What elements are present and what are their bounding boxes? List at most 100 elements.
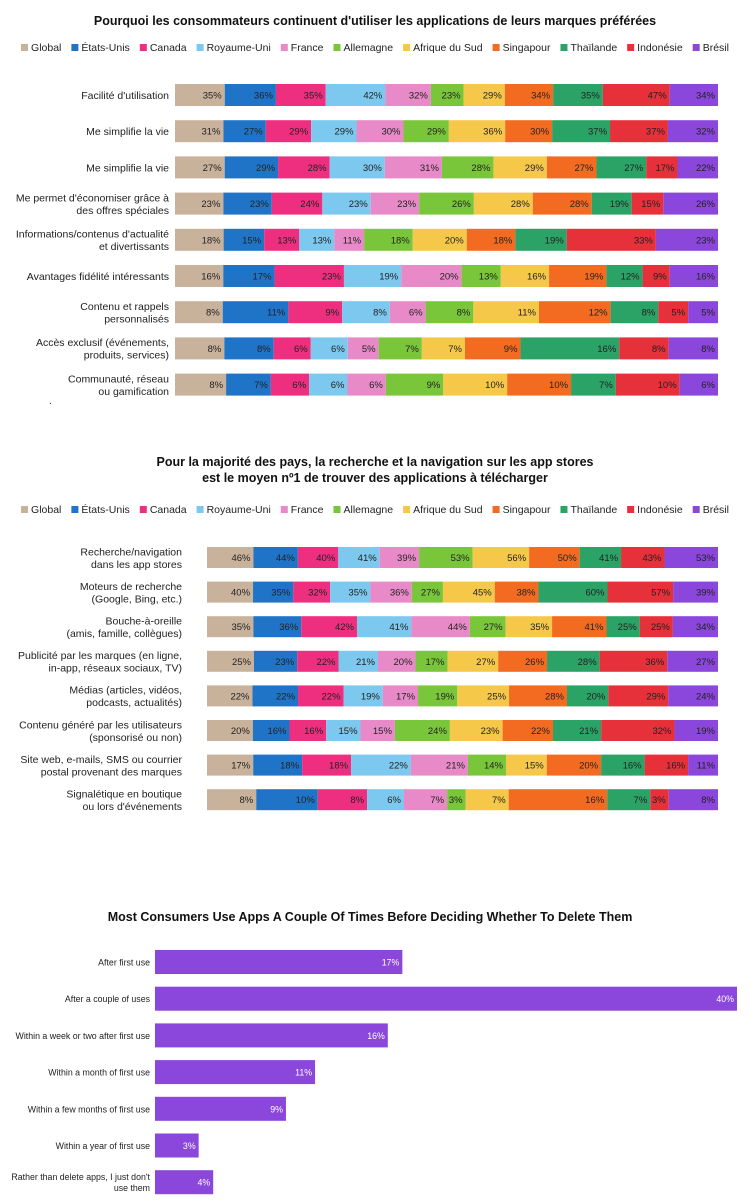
data-label: 31% xyxy=(201,127,221,138)
data-label: 15% xyxy=(525,761,545,772)
stack-segment xyxy=(385,373,444,396)
legend-entry: Global xyxy=(31,42,61,54)
bar xyxy=(155,1133,199,1158)
data-label: 19% xyxy=(379,272,399,283)
data-label: 34% xyxy=(696,91,716,102)
legend-swatch xyxy=(71,506,79,513)
data-label: 34% xyxy=(696,622,716,633)
data-label: 6% xyxy=(294,344,308,355)
data-label: 11% xyxy=(295,1068,312,1078)
data-label: 13% xyxy=(277,235,297,246)
stack-segment xyxy=(425,301,474,324)
stack-row: Avantages fidélité intéressants 16% 17% 23%… xyxy=(27,265,718,287)
stack-row: Contenu généré par les utilisateurs(spon… xyxy=(19,719,718,744)
stack-segment xyxy=(394,720,450,741)
data-label: 35% xyxy=(581,91,601,102)
data-label: 16% xyxy=(585,795,605,806)
data-label: 27% xyxy=(203,163,223,174)
data-label: 28% xyxy=(308,163,328,174)
stack-segment xyxy=(207,547,254,568)
data-label: 19% xyxy=(584,272,604,283)
stack-segment xyxy=(411,581,443,603)
data-label: 7% xyxy=(492,795,506,806)
stack-segment xyxy=(224,337,274,360)
chart-title: Pour la majorité des pays, la recherche … xyxy=(157,455,594,469)
stack-segment xyxy=(493,156,547,179)
data-label: 19% xyxy=(610,199,630,210)
data-label: 23% xyxy=(275,657,295,668)
data-label: 7% xyxy=(405,344,419,355)
stack-segment xyxy=(472,547,530,568)
legend-entry: France xyxy=(291,504,324,516)
data-label: 5% xyxy=(701,308,715,319)
data-label: 8% xyxy=(373,308,387,319)
stack-segment xyxy=(553,720,602,741)
data-label: 28% xyxy=(471,163,491,174)
legend-entry: Singapour xyxy=(503,504,551,516)
legend-entry: France xyxy=(291,42,324,54)
data-label: 15% xyxy=(339,726,359,737)
data-label: 41% xyxy=(389,622,409,633)
data-label: 41% xyxy=(599,553,619,564)
stack-segment xyxy=(264,228,300,251)
data-label: 36% xyxy=(645,657,665,668)
stack-segment xyxy=(273,337,311,360)
stack-segment xyxy=(325,84,386,106)
stack-segment xyxy=(505,616,553,638)
stack-segment xyxy=(602,84,670,106)
stack-segment xyxy=(175,156,225,179)
category-label: Signalétique en boutique xyxy=(66,788,182,800)
data-label: 10% xyxy=(296,795,316,806)
legend-swatch xyxy=(196,506,204,513)
stack-segment xyxy=(253,547,298,568)
stack-row: Bouche-à-oreille(amis, famille, collègue… xyxy=(66,615,718,640)
stack-segment xyxy=(498,650,548,672)
stack-segment xyxy=(441,156,494,179)
data-label: 41% xyxy=(584,622,604,633)
data-label: 57% xyxy=(651,588,671,599)
data-label: 46% xyxy=(231,553,251,564)
data-label: 7% xyxy=(599,380,613,391)
stack-segment xyxy=(601,720,675,741)
stack-segment xyxy=(606,616,640,638)
stack-segment xyxy=(553,84,603,106)
data-label: 21% xyxy=(579,726,599,737)
stack-segment xyxy=(668,337,718,360)
data-label: 16% xyxy=(623,761,643,772)
stack-segment xyxy=(688,301,718,324)
legend-entry: Allemagne xyxy=(343,504,393,516)
stack-segment xyxy=(299,228,335,251)
stack-segment xyxy=(289,720,327,741)
data-label: 17% xyxy=(655,163,675,174)
stack-segment xyxy=(669,265,718,287)
stack-segment xyxy=(253,581,294,603)
data-label: 23% xyxy=(250,199,270,210)
data-label: 20% xyxy=(231,726,251,737)
data-label: 16% xyxy=(367,1031,385,1041)
stack-segment xyxy=(360,720,395,741)
data-label: 40% xyxy=(716,994,734,1004)
data-label: 35% xyxy=(203,91,223,102)
stack-segment xyxy=(175,301,223,324)
data-label: 36% xyxy=(390,588,410,599)
data-label: 32% xyxy=(696,127,716,138)
stack-segment xyxy=(382,685,419,707)
data-label: 50% xyxy=(558,553,578,564)
stack-segment xyxy=(469,616,506,638)
category-label: produits, services) xyxy=(84,350,169,362)
data-label: 3% xyxy=(449,795,463,806)
stack-segment xyxy=(223,120,266,143)
data-label: 22% xyxy=(322,691,342,702)
legend-swatch xyxy=(492,506,500,513)
category-label: (sponsorisé ou non) xyxy=(89,732,182,744)
category-label: Avantages fidélité intéressants xyxy=(27,271,169,283)
data-label: 9% xyxy=(504,344,518,355)
stack-segment xyxy=(419,192,474,215)
data-label: 60% xyxy=(585,588,605,599)
stack-segment xyxy=(669,84,718,106)
data-label: 8% xyxy=(209,380,223,391)
data-label: 27% xyxy=(421,588,441,599)
stack-segment xyxy=(610,120,668,143)
data-label: 21% xyxy=(356,657,376,668)
stack-segment xyxy=(443,373,508,396)
